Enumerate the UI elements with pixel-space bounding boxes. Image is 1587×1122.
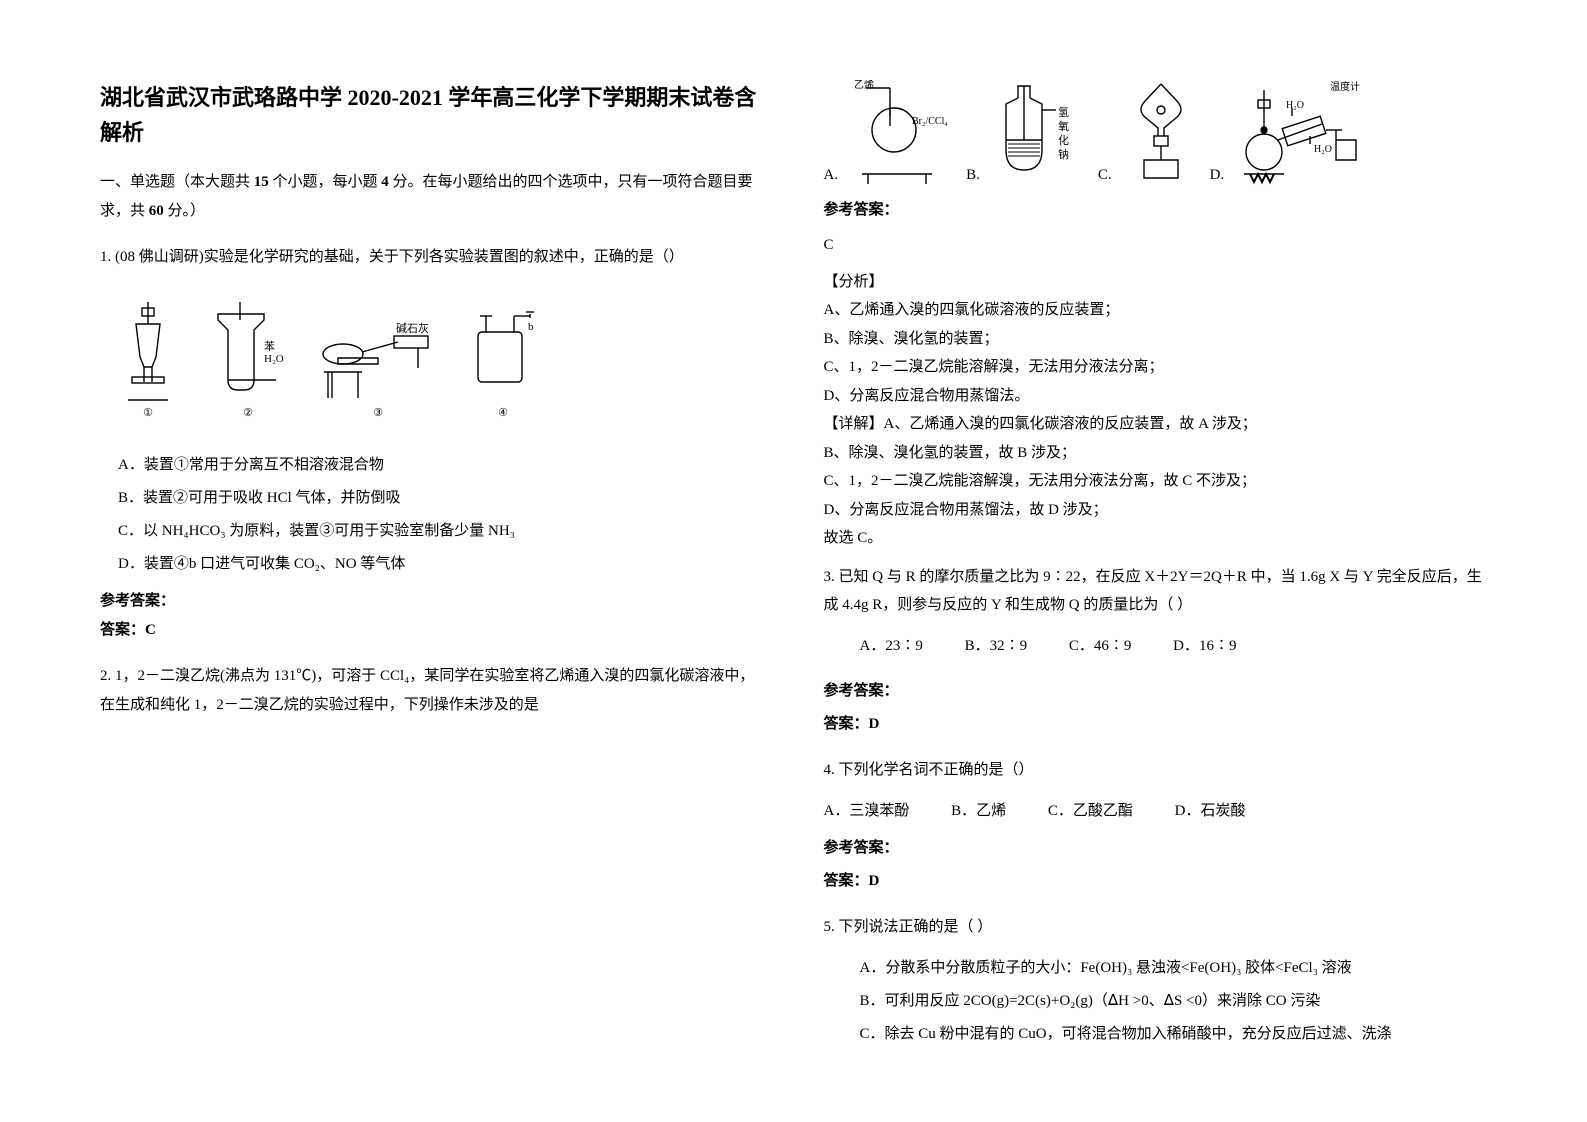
q1-fig-2: 苯 H₂O ② (208, 302, 288, 419)
q1-fig-3-label: ③ (318, 406, 438, 419)
q2-fig-a: 乙烯 Br₂/CCl₄ (852, 80, 952, 190)
q1-fig-2-label: ② (208, 406, 288, 419)
q1-fig-4: b ④ (468, 302, 538, 419)
q4-option-b: B．乙烯 (951, 795, 1006, 828)
q3-ref: 参考答案： (824, 679, 1488, 700)
apparatus-2-icon: 苯 H₂O (208, 302, 288, 402)
q5-option-a: A．分散系中分散质粒子的大小：Fe(OH)₃ 悬浊液<Fe(OH)₃ 胶体<Fe… (860, 952, 1488, 985)
q3-option-b: B．32∶9 (965, 630, 1028, 663)
q1-option-a: A．装置①常用于分离互不相溶液混合物 (118, 449, 764, 482)
q1-answer: 答案：C (100, 616, 764, 645)
section-prefix: 一、单选题（本大题共 (100, 174, 254, 190)
q2-tag-a: A. (824, 167, 839, 184)
apparatus-c-icon (1126, 80, 1196, 190)
q2-detail-head: 【详解】A、乙烯通入溴的四氯化碳溶液的反应装置，故 A 涉及； (824, 410, 1488, 439)
q3-answer: 答案：D (824, 710, 1488, 739)
q2-fig-c (1126, 80, 1196, 190)
q4-stem: 4. 下列化学名词不正确的是（） (824, 756, 1488, 785)
q1-fig-4-text: b (528, 321, 534, 333)
q5-option-b: B．可利用反应 2CO(g)=2C(s)+O₂(g)（ᐃH >0、ᐃS <0）来… (860, 985, 1488, 1018)
q1-fig-3: 碱石灰 ③ (318, 302, 438, 419)
q2-analysis-d: D、分离反应混合物用蒸馏法。 (824, 382, 1488, 411)
q4-option-c: C．乙酸乙酯 (1048, 795, 1133, 828)
section-suffix: 分。） (164, 203, 205, 219)
q2-analysis-c: C、1，2－二溴乙烷能溶解溴，无法用分液法分离； (824, 353, 1488, 382)
q2-detail-c: C、1，2－二溴乙烷能溶解溴，无法用分液法分离，故 C 不涉及； (824, 467, 1488, 496)
section-count: 15 (254, 174, 269, 190)
q2-figures: A. 乙烯 Br₂/CCl₄ B. (824, 80, 1488, 190)
q3-option-c: C．46∶9 (1069, 630, 1132, 663)
q1-fig-2-text2: H₂O (264, 353, 284, 365)
apparatus-b-icon: 氢 氧 化 钠 (994, 80, 1084, 190)
section-per: 4 (381, 174, 389, 190)
q2-figD-side: H₂O (1314, 144, 1332, 155)
q2-analysis-head: 【分析】 (824, 268, 1488, 297)
q4-answer: 答案：D (824, 867, 1488, 896)
apparatus-a-icon: 乙烯 Br₂/CCl₄ (852, 80, 952, 190)
q3-option-a: A．23∶9 (860, 630, 923, 663)
question-2-stem: 2. 1，2－二溴乙烷(沸点为 131℃)，可溶于 CCl₄，某同学在实验室将乙… (100, 662, 764, 719)
page-title: 湖北省武汉市武珞路中学 2020-2021 学年高三化学下学期期末试卷含解析 (100, 80, 764, 150)
q2-detail-b: B、除溴、溴化氢的装置，故 B 涉及； (824, 439, 1488, 468)
right-column: A. 乙烯 Br₂/CCl₄ B. (824, 80, 1488, 1082)
q1-option-c: C．以 NH₄HCO₃ 为原料，装置③可用于实验室制备少量 NH₃ (118, 515, 764, 548)
q2-stem: 2. 1，2－二溴乙烷(沸点为 131℃)，可溶于 CCl₄，某同学在实验室将乙… (100, 662, 764, 719)
q2-figB-l3: 化 (1058, 133, 1069, 147)
q2-fig-b: 氢 氧 化 钠 (994, 80, 1084, 190)
q2-tag-d: D. (1210, 167, 1225, 184)
q1-ref: 参考答案： (100, 589, 764, 610)
q2-ref: 参考答案： (824, 198, 1488, 219)
section-heading: 一、单选题（本大题共 15 个小题，每小题 4 分。在每小题给出的四个选项中，只… (100, 168, 764, 225)
q1-option-d: D．装置④b 口进气可收集 CO₂、NO 等气体 (118, 548, 764, 581)
apparatus-1-icon (118, 302, 178, 402)
q4-option-a: A．三溴苯酚 (824, 795, 910, 828)
question-5: 5. 下列说法正确的是（ ） A．分散系中分散质粒子的大小：Fe(OH)₃ 悬浊… (824, 913, 1488, 1051)
question-1: 1. (08 佛山调研)实验是化学研究的基础，关于下列各实验装置图的叙述中，正确… (100, 243, 764, 644)
q2-figB-l4: 钠 (1058, 147, 1069, 161)
q2-figB-l2: 氧 (1058, 119, 1069, 133)
q2-tag-c: C. (1098, 167, 1112, 184)
q3-option-d: D．16∶9 (1173, 630, 1236, 663)
q2-analysis-a: A、乙烯通入溴的四氯化碳溶液的反应装置； (824, 296, 1488, 325)
apparatus-3-icon: 碱石灰 (318, 302, 438, 402)
question-4: 4. 下列化学名词不正确的是（） A．三溴苯酚 B．乙烯 C．乙酸乙酯 D．石炭… (824, 756, 1488, 895)
q2-answer-short: C (824, 231, 1488, 260)
q2-conclusion: 故选 C。 (824, 524, 1488, 553)
q1-fig-2-text: 苯 (264, 339, 275, 353)
q1-fig-1-label: ① (118, 406, 178, 419)
q5-stem: 5. 下列说法正确的是（ ） (824, 913, 1488, 942)
q2-figA-side: Br₂/CCl₄ (912, 116, 948, 127)
q4-options: A．三溴苯酚 B．乙烯 C．乙酸乙酯 D．石炭酸 (824, 795, 1488, 828)
q2-figD-side2: H₂O (1286, 100, 1304, 111)
q2-analysis-b: B、除溴、溴化氢的装置； (824, 325, 1488, 354)
q2-figB-l1: 氢 (1058, 105, 1069, 119)
q3-options: A．23∶9 B．32∶9 C．46∶9 D．16∶9 (860, 630, 1488, 663)
apparatus-d-icon: 温度计 H₂O H₂O (1238, 80, 1368, 190)
q1-option-b: B．装置②可用于吸收 HCl 气体，并防倒吸 (118, 482, 764, 515)
section-mid1: 个小题，每小题 (269, 174, 382, 190)
q1-figures: ① 苯 H₂O ② (118, 302, 764, 419)
q2-tag-b: B. (966, 167, 980, 184)
q2-detail-d: D、分离反应混合物用蒸馏法，故 D 涉及； (824, 496, 1488, 525)
q1-fig-4-label: ④ (468, 406, 538, 419)
q2-detail-a: A、乙烯通入溴的四氯化碳溶液的反应装置，故 A 涉及； (884, 416, 1257, 432)
q2-figD-top: 温度计 (1330, 80, 1360, 93)
q1-fig-1: ① (118, 302, 178, 419)
q2-fig-d: 温度计 H₂O H₂O (1238, 80, 1368, 190)
q3-stem: 3. 已知 Q 与 R 的摩尔质量之比为 9∶22，在反应 X＋2Y＝2Q＋R … (824, 563, 1488, 620)
q5-option-c: C．除去 Cu 粉中混有的 CuO，可将混合物加入稀硝酸中，充分反应后过滤、洗涤 (860, 1018, 1488, 1051)
question-3: 3. 已知 Q 与 R 的摩尔质量之比为 9∶22，在反应 X＋2Y＝2Q＋R … (824, 563, 1488, 739)
left-column: 湖北省武汉市武珞路中学 2020-2021 学年高三化学下学期期末试卷含解析 一… (100, 80, 764, 1082)
q4-option-d: D．石炭酸 (1175, 795, 1246, 828)
apparatus-4-icon: b (468, 302, 538, 402)
q4-ref: 参考答案： (824, 836, 1488, 857)
q2-det-head-text: 【详解】 (824, 416, 884, 432)
q1-stem: 1. (08 佛山调研)实验是化学研究的基础，关于下列各实验装置图的叙述中，正确… (100, 243, 764, 272)
q1-fig-3-text: 碱石灰 (396, 321, 429, 335)
section-total: 60 (149, 203, 164, 219)
q2-figA-top: 乙烯 (854, 80, 874, 91)
